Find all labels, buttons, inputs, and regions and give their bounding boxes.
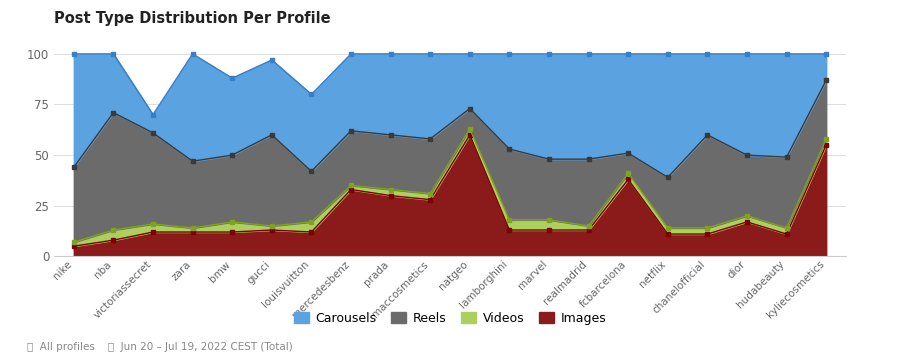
Text: Post Type Distribution Per Profile: Post Type Distribution Per Profile: [54, 11, 330, 26]
Legend: Carousels, Reels, Videos, Images: Carousels, Reels, Videos, Images: [290, 308, 610, 328]
Text: ⎙  All profiles    📅  Jun 20 – Jul 19, 2022 CEST (Total): ⎙ All profiles 📅 Jun 20 – Jul 19, 2022 C…: [27, 342, 293, 352]
